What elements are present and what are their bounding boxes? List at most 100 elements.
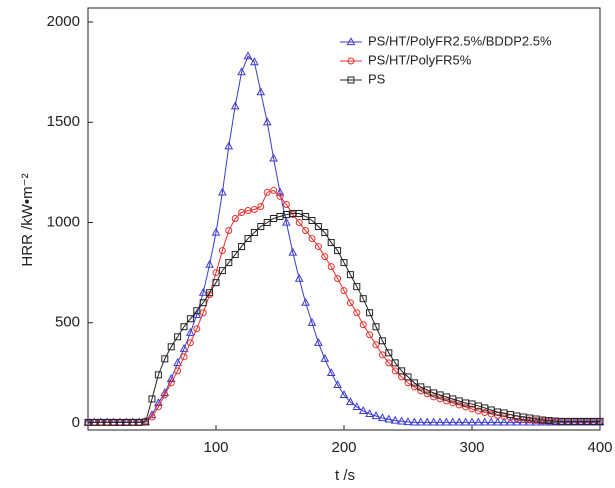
marker [231, 214, 239, 222]
marker [294, 273, 304, 282]
marker [237, 67, 246, 76]
x-tick-label: 400 [587, 439, 612, 456]
marker [193, 325, 201, 333]
marker [198, 287, 208, 296]
y-tick-label: 2000 [47, 13, 80, 30]
marker [288, 247, 298, 256]
y-axis-label: HRR /kW•m⁻² [19, 173, 36, 266]
marker [404, 373, 412, 381]
marker [352, 402, 362, 411]
marker [167, 343, 175, 351]
series-line [88, 55, 600, 423]
y-tick-label: 1500 [47, 113, 80, 130]
marker [372, 323, 380, 331]
marker [499, 417, 509, 426]
marker [333, 380, 342, 388]
marker [206, 289, 214, 297]
marker [302, 212, 310, 220]
marker [359, 295, 367, 303]
marker [179, 343, 189, 352]
marker [334, 247, 342, 255]
marker [282, 217, 291, 226]
marker [461, 417, 470, 426]
marker [346, 299, 354, 307]
marker [166, 374, 176, 382]
marker [334, 275, 342, 283]
marker [230, 101, 240, 110]
marker [257, 223, 265, 231]
marker [212, 279, 220, 287]
marker [250, 205, 258, 213]
marker [378, 413, 387, 422]
marker [174, 367, 182, 375]
marker [347, 57, 355, 65]
marker [596, 417, 604, 425]
marker [486, 417, 496, 426]
marker [193, 307, 201, 315]
marker [186, 315, 194, 323]
marker [211, 227, 221, 236]
marker [346, 37, 356, 46]
marker [454, 417, 464, 426]
marker [384, 414, 394, 423]
marker [378, 337, 386, 345]
x-tick-label: 300 [459, 439, 484, 456]
marker [180, 323, 188, 331]
plot-frame [87, 7, 601, 431]
x-tick-label: 200 [331, 439, 356, 456]
marker [416, 417, 426, 426]
marker [218, 267, 226, 275]
marker [308, 217, 316, 225]
marker [295, 219, 303, 227]
marker [525, 417, 534, 426]
marker [422, 417, 432, 426]
marker [435, 417, 445, 426]
legend-label: PS/HT/PolyFR2.5%/BDDP2.5% [368, 33, 552, 48]
marker [403, 417, 413, 426]
marker [218, 187, 227, 196]
marker [366, 331, 374, 339]
marker [154, 371, 162, 379]
marker [238, 208, 246, 216]
marker [218, 247, 226, 255]
marker [314, 337, 323, 346]
marker [442, 417, 451, 426]
marker [270, 186, 278, 194]
x-tick-label: 100 [203, 439, 228, 456]
marker [180, 353, 188, 361]
marker [429, 417, 438, 426]
marker [205, 259, 214, 268]
marker [243, 51, 253, 60]
marker [314, 243, 322, 251]
marker [339, 390, 349, 399]
marker [269, 153, 278, 162]
y-tick-label: 1000 [47, 213, 80, 230]
marker [353, 309, 361, 317]
marker [353, 283, 361, 291]
marker [385, 349, 393, 357]
marker [480, 417, 490, 426]
y-tick-label: 500 [55, 314, 80, 331]
marker [308, 235, 316, 243]
marker [161, 391, 169, 399]
marker [372, 341, 380, 349]
marker [347, 76, 355, 84]
marker [263, 219, 271, 227]
marker [346, 271, 354, 279]
marker [257, 202, 265, 210]
marker [154, 403, 162, 411]
marker [340, 287, 348, 295]
marker [167, 379, 175, 387]
marker [321, 229, 329, 237]
marker [410, 417, 419, 426]
marker [467, 417, 477, 426]
marker [321, 253, 329, 261]
marker [327, 239, 335, 247]
marker [142, 418, 150, 426]
marker [199, 299, 207, 307]
marker [544, 417, 554, 426]
marker [493, 417, 502, 426]
marker [238, 243, 246, 251]
marker [398, 367, 406, 375]
